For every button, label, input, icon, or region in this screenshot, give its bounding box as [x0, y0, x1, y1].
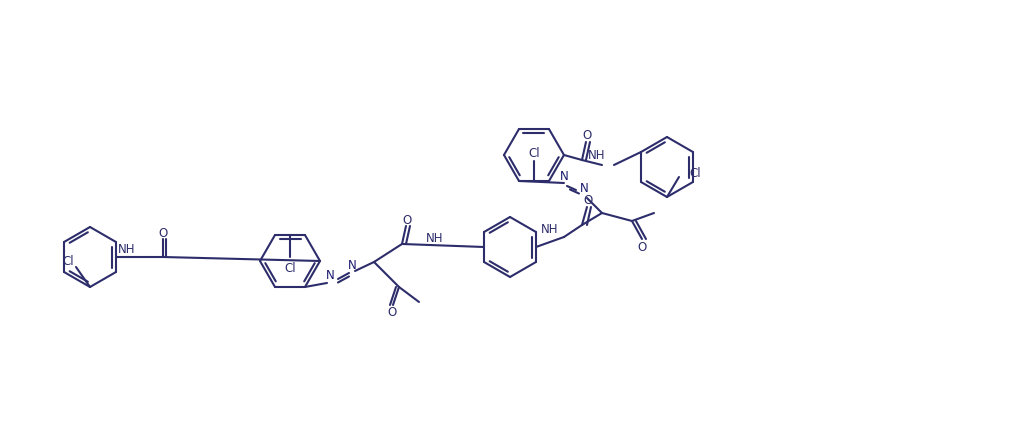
Text: O: O: [637, 241, 646, 254]
Text: N: N: [325, 269, 334, 282]
Text: Cl: Cl: [528, 147, 540, 160]
Text: O: O: [402, 214, 412, 227]
Text: O: O: [158, 227, 168, 240]
Text: NH: NH: [426, 231, 443, 244]
Text: Cl: Cl: [62, 255, 74, 268]
Text: NH: NH: [589, 149, 606, 162]
Text: NH: NH: [541, 223, 559, 236]
Text: Cl: Cl: [689, 167, 701, 180]
Text: Cl: Cl: [284, 261, 295, 274]
Text: O: O: [582, 129, 592, 142]
Text: N: N: [560, 170, 568, 183]
Text: NH: NH: [118, 243, 136, 256]
Text: N: N: [579, 182, 589, 195]
Text: N: N: [348, 259, 356, 272]
Text: O: O: [583, 194, 593, 207]
Text: O: O: [387, 306, 396, 319]
